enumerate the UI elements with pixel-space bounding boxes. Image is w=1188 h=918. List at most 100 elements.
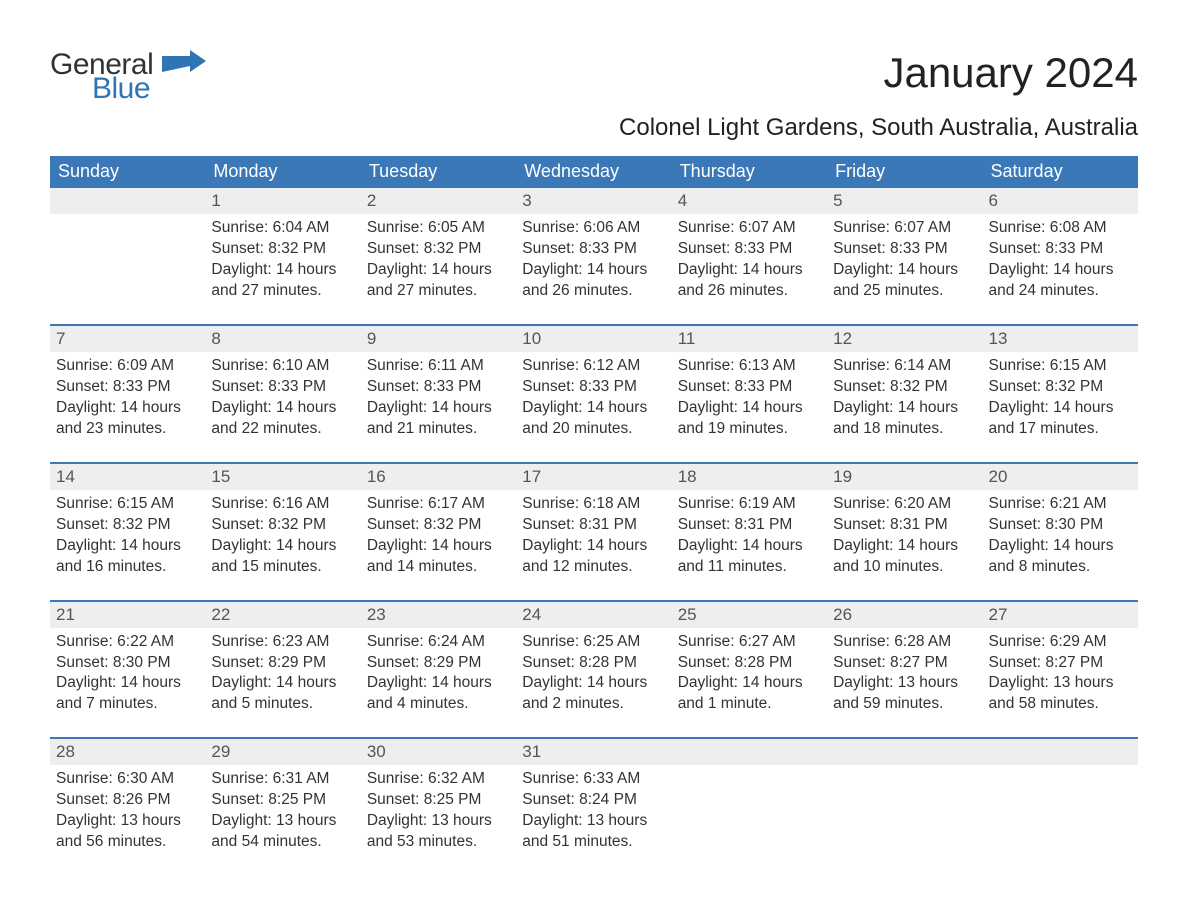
day-body: Sunrise: 6:24 AMSunset: 8:29 PMDaylight:… [361,628,516,716]
sunset-text: Sunset: 8:33 PM [989,239,1132,260]
sunrise-text: Sunrise: 6:21 AM [989,494,1132,515]
day-number: 5 [827,188,982,214]
day-cell: 5Sunrise: 6:07 AMSunset: 8:33 PMDaylight… [827,188,982,302]
day-number: 30 [361,739,516,765]
day1-text: Daylight: 14 hours [678,536,821,557]
day-body [50,214,205,218]
day-cell: 28Sunrise: 6:30 AMSunset: 8:26 PMDayligh… [50,739,205,853]
sunrise-text: Sunrise: 6:29 AM [989,632,1132,653]
day-number: 11 [672,326,827,352]
day-number: 9 [361,326,516,352]
day-body: Sunrise: 6:07 AMSunset: 8:33 PMDaylight:… [827,214,982,302]
day-body: Sunrise: 6:10 AMSunset: 8:33 PMDaylight:… [205,352,360,440]
sunrise-text: Sunrise: 6:06 AM [522,218,665,239]
sunset-text: Sunset: 8:32 PM [367,239,510,260]
sunrise-text: Sunrise: 6:27 AM [678,632,821,653]
day1-text: Daylight: 14 hours [833,398,976,419]
weekday-thu: Thursday [672,156,827,188]
day-cell: 24Sunrise: 6:25 AMSunset: 8:28 PMDayligh… [516,602,671,716]
sunset-text: Sunset: 8:33 PM [833,239,976,260]
day-body [827,765,982,769]
day-body: Sunrise: 6:21 AMSunset: 8:30 PMDaylight:… [983,490,1138,578]
day2-text: and 17 minutes. [989,419,1132,440]
day1-text: Daylight: 14 hours [56,536,199,557]
brand-text: General Blue [50,50,206,104]
day-number: 1 [205,188,360,214]
day1-text: Daylight: 14 hours [989,260,1132,281]
day-cell: 10Sunrise: 6:12 AMSunset: 8:33 PMDayligh… [516,326,671,440]
sunset-text: Sunset: 8:28 PM [522,653,665,674]
day1-text: Daylight: 14 hours [678,673,821,694]
day1-text: Daylight: 14 hours [522,260,665,281]
day-number: 12 [827,326,982,352]
day-body: Sunrise: 6:17 AMSunset: 8:32 PMDaylight:… [361,490,516,578]
day-number: 2 [361,188,516,214]
day-cell: 11Sunrise: 6:13 AMSunset: 8:33 PMDayligh… [672,326,827,440]
day2-text: and 15 minutes. [211,557,354,578]
day2-text: and 4 minutes. [367,694,510,715]
sunrise-text: Sunrise: 6:08 AM [989,218,1132,239]
sunrise-text: Sunrise: 6:18 AM [522,494,665,515]
sunrise-text: Sunrise: 6:15 AM [989,356,1132,377]
sunrise-text: Sunrise: 6:23 AM [211,632,354,653]
day-number: 6 [983,188,1138,214]
day-number: 28 [50,739,205,765]
day-cell: 20Sunrise: 6:21 AMSunset: 8:30 PMDayligh… [983,464,1138,578]
day-body: Sunrise: 6:31 AMSunset: 8:25 PMDaylight:… [205,765,360,853]
day1-text: Daylight: 13 hours [522,811,665,832]
sunrise-text: Sunrise: 6:19 AM [678,494,821,515]
day-body [672,765,827,769]
day2-text: and 1 minute. [678,694,821,715]
sunrise-text: Sunrise: 6:07 AM [833,218,976,239]
day-number [672,739,827,765]
sunrise-text: Sunrise: 6:25 AM [522,632,665,653]
sunrise-text: Sunrise: 6:33 AM [522,769,665,790]
day2-text: and 27 minutes. [211,281,354,302]
day1-text: Daylight: 14 hours [56,673,199,694]
day2-text: and 53 minutes. [367,832,510,853]
day2-text: and 23 minutes. [56,419,199,440]
sunrise-text: Sunrise: 6:31 AM [211,769,354,790]
sunset-text: Sunset: 8:28 PM [678,653,821,674]
day1-text: Daylight: 13 hours [833,673,976,694]
sunset-text: Sunset: 8:32 PM [56,515,199,536]
day-body: Sunrise: 6:04 AMSunset: 8:32 PMDaylight:… [205,214,360,302]
sunrise-text: Sunrise: 6:10 AM [211,356,354,377]
day2-text: and 56 minutes. [56,832,199,853]
day-number: 27 [983,602,1138,628]
day2-text: and 8 minutes. [989,557,1132,578]
weekday-sat: Saturday [983,156,1138,188]
day-cell: 18Sunrise: 6:19 AMSunset: 8:31 PMDayligh… [672,464,827,578]
day2-text: and 26 minutes. [678,281,821,302]
day2-text: and 20 minutes. [522,419,665,440]
day-number: 18 [672,464,827,490]
day-cell: 13Sunrise: 6:15 AMSunset: 8:32 PMDayligh… [983,326,1138,440]
day1-text: Daylight: 14 hours [211,260,354,281]
day-cell [50,188,205,302]
sunrise-text: Sunrise: 6:30 AM [56,769,199,790]
day2-text: and 58 minutes. [989,694,1132,715]
weekday-wed: Wednesday [516,156,671,188]
sunset-text: Sunset: 8:32 PM [833,377,976,398]
sunset-text: Sunset: 8:27 PM [833,653,976,674]
day-cell: 23Sunrise: 6:24 AMSunset: 8:29 PMDayligh… [361,602,516,716]
sunset-text: Sunset: 8:30 PM [989,515,1132,536]
title-block: January 2024 Colonel Light Gardens, Sout… [619,50,1138,142]
day-cell: 27Sunrise: 6:29 AMSunset: 8:27 PMDayligh… [983,602,1138,716]
sunset-text: Sunset: 8:31 PM [833,515,976,536]
month-title: January 2024 [619,50,1138,96]
sunset-text: Sunset: 8:33 PM [678,239,821,260]
day1-text: Daylight: 14 hours [367,673,510,694]
day2-text: and 12 minutes. [522,557,665,578]
day1-text: Daylight: 14 hours [678,398,821,419]
sunset-text: Sunset: 8:27 PM [989,653,1132,674]
day1-text: Daylight: 14 hours [211,398,354,419]
day1-text: Daylight: 14 hours [211,673,354,694]
day-cell: 16Sunrise: 6:17 AMSunset: 8:32 PMDayligh… [361,464,516,578]
day-body: Sunrise: 6:28 AMSunset: 8:27 PMDaylight:… [827,628,982,716]
day1-text: Daylight: 14 hours [522,398,665,419]
day-number: 16 [361,464,516,490]
sunrise-text: Sunrise: 6:07 AM [678,218,821,239]
day-number: 20 [983,464,1138,490]
day1-text: Daylight: 13 hours [56,811,199,832]
